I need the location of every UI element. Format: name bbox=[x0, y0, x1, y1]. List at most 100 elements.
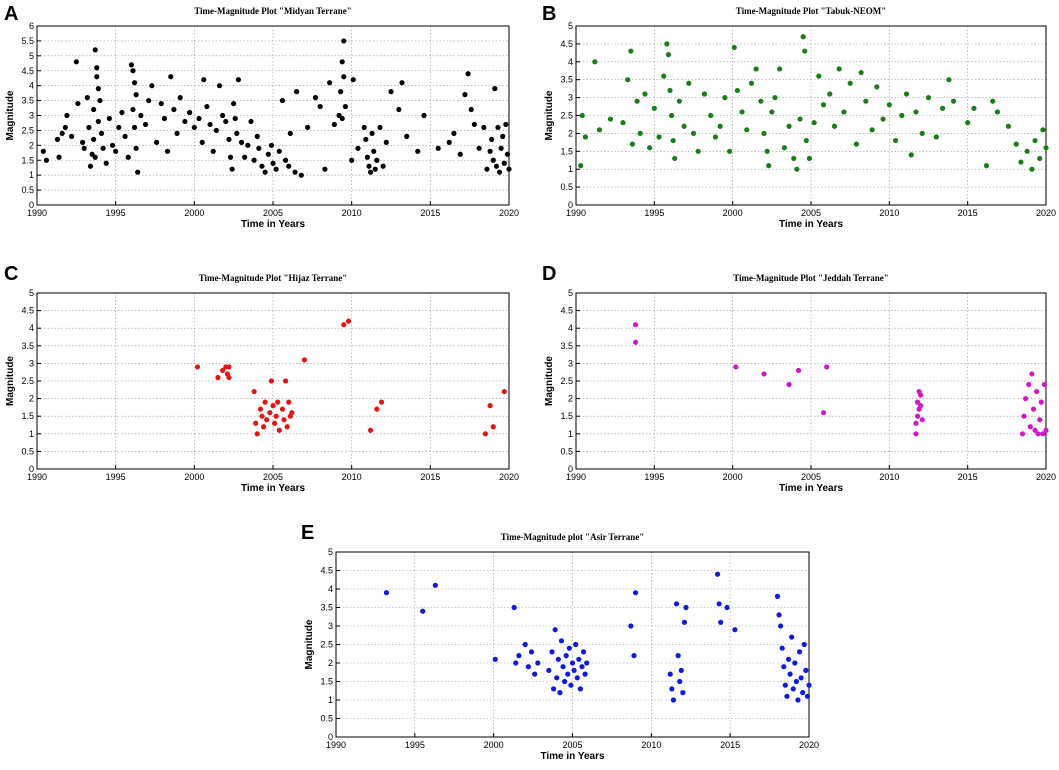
data-point bbox=[673, 601, 680, 607]
data-point bbox=[701, 91, 708, 97]
data-point bbox=[724, 604, 730, 611]
data-point bbox=[695, 148, 701, 154]
data-point bbox=[863, 98, 869, 104]
data-point bbox=[73, 59, 79, 65]
x-tick-label: 2005 bbox=[562, 740, 582, 750]
data-point bbox=[582, 671, 588, 677]
data-point bbox=[1021, 413, 1027, 419]
y-axis-label: Magnitude bbox=[544, 90, 555, 140]
data-point bbox=[522, 641, 528, 648]
data-point bbox=[133, 92, 139, 98]
data-point bbox=[1034, 388, 1040, 395]
data-point bbox=[914, 413, 921, 419]
data-point bbox=[831, 123, 838, 129]
data-point bbox=[259, 413, 265, 419]
data-point bbox=[92, 47, 98, 53]
y-axis-label: Magnitude bbox=[304, 619, 315, 669]
data-point bbox=[781, 145, 787, 151]
data-point bbox=[75, 100, 81, 107]
data-point bbox=[421, 112, 427, 119]
chart-title: Time-Magnitude plot "Asir Terrane" bbox=[501, 532, 644, 542]
x-axis-label: Time in Years bbox=[779, 219, 844, 230]
data-point bbox=[378, 399, 385, 405]
x-tick-label: 2020 bbox=[799, 740, 819, 750]
data-point bbox=[554, 675, 560, 681]
data-point bbox=[525, 664, 531, 670]
data-point bbox=[388, 89, 394, 95]
data-point bbox=[298, 172, 304, 178]
data-point bbox=[251, 388, 257, 395]
data-point bbox=[383, 590, 390, 596]
data-point bbox=[769, 109, 775, 115]
data-point bbox=[791, 155, 797, 162]
data-point bbox=[1019, 431, 1026, 437]
data-point bbox=[56, 154, 62, 160]
data-point bbox=[81, 145, 87, 151]
data-point bbox=[803, 137, 809, 144]
data-point bbox=[484, 166, 490, 172]
data-point bbox=[722, 95, 728, 101]
x-tick-label: 2010 bbox=[641, 740, 661, 750]
data-point bbox=[629, 141, 636, 147]
y-tick-label: 1 bbox=[29, 429, 34, 439]
panel-label-e: E bbox=[301, 522, 315, 544]
x-tick-label: 1995 bbox=[405, 740, 425, 750]
data-point bbox=[270, 160, 276, 166]
data-point bbox=[790, 686, 796, 692]
data-point bbox=[187, 109, 193, 116]
data-point bbox=[1035, 431, 1041, 437]
x-tick-label: 2000 bbox=[184, 472, 204, 482]
data-point bbox=[371, 148, 377, 154]
y-tick-label: 2 bbox=[568, 394, 573, 404]
data-point bbox=[256, 145, 262, 151]
data-point bbox=[482, 431, 488, 437]
data-point bbox=[714, 571, 721, 577]
data-point bbox=[377, 124, 383, 131]
y-tick-label: 3.5 bbox=[560, 75, 573, 85]
data-point bbox=[800, 690, 806, 696]
x-tick-label: 2015 bbox=[420, 472, 440, 482]
data-point bbox=[54, 136, 61, 142]
y-tick-label: 4.5 bbox=[21, 66, 34, 76]
data-point bbox=[793, 678, 799, 685]
data-point bbox=[399, 80, 405, 86]
data-point bbox=[281, 417, 287, 423]
data-point bbox=[893, 137, 899, 144]
data-point bbox=[726, 148, 733, 154]
data-point bbox=[803, 667, 809, 674]
data-point bbox=[642, 91, 648, 97]
data-point bbox=[792, 660, 798, 666]
data-point bbox=[784, 693, 790, 699]
data-point bbox=[528, 649, 535, 655]
y-tick-label: 2 bbox=[29, 140, 34, 150]
data-point bbox=[789, 634, 795, 640]
data-point bbox=[676, 98, 683, 104]
y-tick-label: 0 bbox=[29, 200, 34, 210]
data-point bbox=[574, 675, 580, 681]
data-point bbox=[234, 130, 240, 136]
data-point bbox=[665, 52, 672, 58]
data-point bbox=[777, 66, 783, 72]
data-point bbox=[504, 151, 511, 157]
data-point bbox=[914, 399, 921, 405]
data-point bbox=[492, 86, 498, 92]
x-tick-label: 2015 bbox=[958, 208, 978, 218]
data-point bbox=[64, 112, 70, 119]
chart-panel-d: 1990 1995 2000 2005 2010 2015 2020 0 0.5 1 1.5 2 2.5… bbox=[544, 273, 1056, 494]
data-point bbox=[816, 73, 822, 79]
data-point bbox=[284, 424, 290, 430]
data-point bbox=[732, 627, 738, 633]
data-point bbox=[787, 671, 793, 677]
data-point bbox=[940, 105, 946, 111]
data-point bbox=[596, 127, 603, 133]
data-point bbox=[1024, 148, 1030, 154]
data-point bbox=[786, 381, 792, 388]
data-point bbox=[913, 431, 919, 437]
data-point bbox=[779, 645, 785, 651]
data-point bbox=[282, 378, 289, 384]
y-tick-label: 5 bbox=[568, 21, 573, 31]
y-tick-label: 3.5 bbox=[320, 603, 333, 613]
chart-panel-a: 1990 1995 2000 2005 2010 2015 2020 0 0.5 1 1.5 2 2.5… bbox=[5, 6, 519, 230]
y-tick-label: 1 bbox=[568, 164, 573, 174]
y-tick-label: 1.5 bbox=[560, 146, 573, 156]
